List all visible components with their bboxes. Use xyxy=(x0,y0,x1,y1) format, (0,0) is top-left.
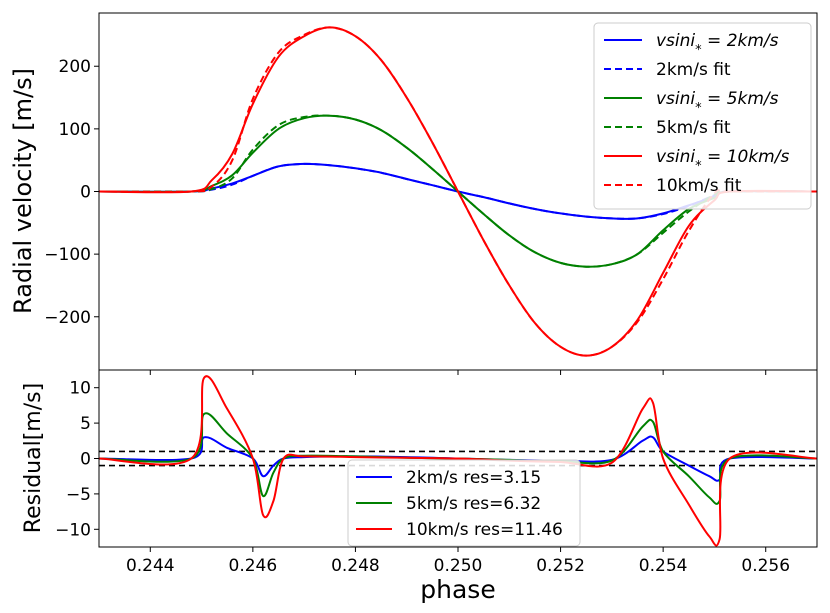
velocity-legend-label: 5km/s fit xyxy=(656,118,731,138)
phase-xlabel: phase xyxy=(420,575,495,604)
residual-xtick-label: 0.248 xyxy=(331,556,380,576)
residual-xtick-label: 0.250 xyxy=(434,556,483,576)
velocity-legend-label: 10km/s fit xyxy=(656,176,742,196)
residual-xtick-label: 0.244 xyxy=(126,556,175,576)
velocity-ylabel: Radial velocity [m/s] xyxy=(9,68,37,314)
residual-legend-label: 10km/s res=11.46 xyxy=(406,520,563,540)
residual-legend-box xyxy=(347,459,581,547)
residual-plot: −10 −5 0 5 10 0.244 0.246 0.248 0.250 0.252 0.254… xyxy=(21,369,818,604)
velocity-legend-label: vsini* = 10km/s xyxy=(656,147,789,174)
residual-xtick-label: 0.252 xyxy=(536,556,585,576)
residual-legend-label: 2km/s res=3.15 xyxy=(406,468,541,488)
velocity-legend-label: vsini* = 2km/s xyxy=(656,31,779,58)
residual-xtick-label: 0.256 xyxy=(741,556,790,576)
residual-ytick-label: 10 xyxy=(69,379,91,399)
residual-xtick-label: 0.246 xyxy=(229,556,278,576)
residual-ytick-label: −5 xyxy=(66,485,91,505)
velocity-legend-box xyxy=(593,22,812,210)
velocity-ytick-label: −200 xyxy=(44,308,91,328)
residual-legend-label: 5km/s res=6.32 xyxy=(406,494,541,514)
velocity-series-5-10km-s-fit xyxy=(99,26,817,357)
velocity-ytick-label: 0 xyxy=(80,183,91,203)
residual-series-2 xyxy=(99,375,817,547)
velocity-legend-label: vsini* = 5km/s xyxy=(656,89,779,116)
residual-plot-frame xyxy=(98,369,818,548)
velocity-ytick-label: −100 xyxy=(44,245,91,265)
residual-ytick-label: 5 xyxy=(80,414,91,434)
velocity-legend-label: 2km/s fit xyxy=(656,60,731,80)
residual-ytick-label: −10 xyxy=(55,520,91,540)
velocity-plot: −200 −100 0 100 200 Radial velocity [m/s] vs… xyxy=(9,12,818,375)
velocity-ytick-label: 100 xyxy=(59,120,91,140)
velocity-ytick-label: 200 xyxy=(59,57,91,77)
residual-legend: 2km/s res=3.15 5km/s res=6.32 10km/s res=1… xyxy=(347,459,581,547)
residual-xtick-label: 0.254 xyxy=(639,556,688,576)
residual-ylabel: Residual[m/s] xyxy=(21,383,46,533)
residual-ytick-label: 0 xyxy=(80,450,91,470)
